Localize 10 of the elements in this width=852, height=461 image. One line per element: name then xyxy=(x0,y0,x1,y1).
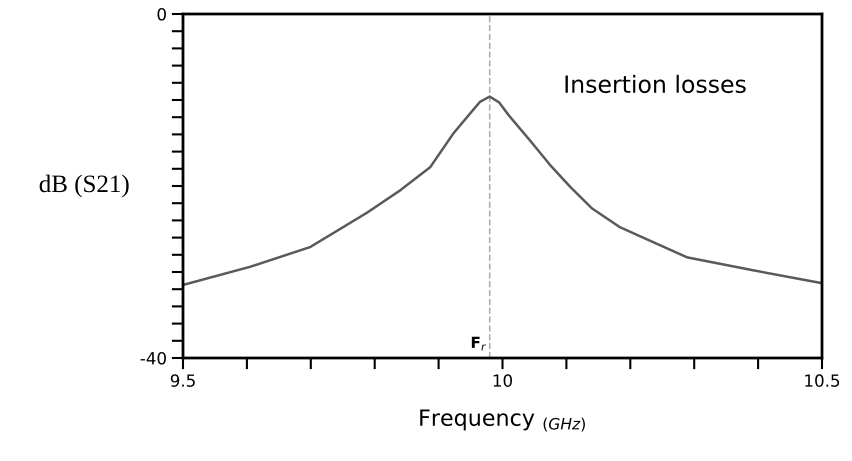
ref-line-label: F$_{r}$ xyxy=(472,336,486,350)
line-series xyxy=(183,95,822,286)
x-axis-title: Frequency $_{(GHz)}$ xyxy=(420,410,585,432)
y-tick-label: 0 xyxy=(158,8,166,21)
x-tick-label: 10 xyxy=(494,374,512,387)
y-tick-label: -40 xyxy=(140,352,166,365)
x-tick-label: 10.5 xyxy=(805,374,840,387)
x-tick-label: 9.5 xyxy=(170,374,195,387)
annotation: Insertion losses xyxy=(566,74,746,94)
y-axis-title: dB (S21) xyxy=(40,174,129,198)
